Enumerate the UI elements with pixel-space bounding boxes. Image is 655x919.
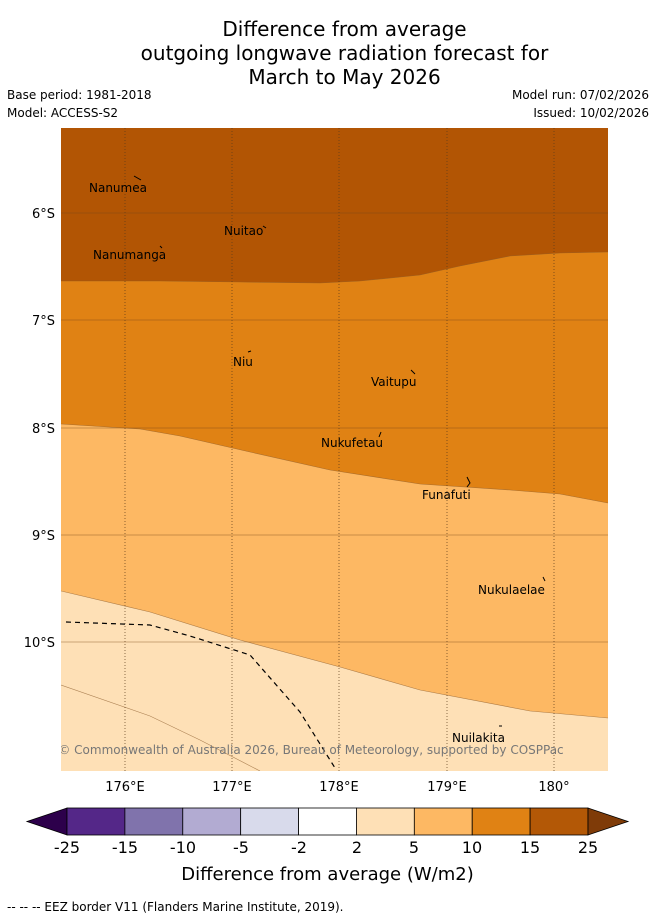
colorbar-extend-low bbox=[25, 807, 68, 836]
label-vaitupu: Vaitupu bbox=[371, 375, 417, 389]
lat-tick-labels: 6°S 7°S 8°S 9°S 10°S bbox=[24, 207, 55, 651]
label-nukulaelae: Nukulaelae bbox=[478, 583, 545, 597]
label-funafuti: Funafuti bbox=[422, 488, 471, 502]
colorbar-title: Difference from average (W/m2) bbox=[181, 864, 474, 885]
colorbar-label-neg5: -5 bbox=[233, 838, 249, 857]
colorbar-swatch bbox=[66, 807, 126, 836]
lat-gridlines bbox=[61, 212, 608, 643]
colorbar-label-neg15: -15 bbox=[111, 838, 139, 857]
colorbar-swatch bbox=[298, 807, 357, 836]
colorbar-swatch bbox=[356, 807, 415, 836]
island-nukulaelae bbox=[542, 576, 546, 582]
island-outlines bbox=[133, 175, 546, 727]
colorbar-extend-high bbox=[587, 807, 630, 836]
copyright-notice: © Commonwealth of Australia 2026, Bureau… bbox=[58, 743, 563, 757]
title-line-3: March to May 2026 bbox=[248, 65, 441, 89]
label-nanumanga: Nanumanga bbox=[93, 248, 166, 262]
contour-lines bbox=[61, 251, 608, 771]
label-nuitao: Nuitao bbox=[224, 224, 263, 238]
place-labels: Nanumea Nuitao Nanumanga Niu Vaitupu Nuk… bbox=[89, 181, 545, 745]
colorbar-swatch bbox=[471, 807, 531, 836]
eez-footnote: -- -- -- EEZ border V11 (Flanders Marine… bbox=[7, 900, 344, 914]
lon-gridlines bbox=[124, 128, 555, 771]
lon-tick-180: 180° bbox=[538, 780, 569, 795]
colorbar bbox=[25, 807, 630, 836]
colorbar-label-neg2: -2 bbox=[291, 838, 307, 857]
title-line-2: outgoing longwave radiation forecast for bbox=[140, 41, 549, 65]
lat-tick-6s: 6°S bbox=[32, 207, 55, 222]
island-niu bbox=[247, 350, 252, 353]
lon-tick-179e: 179°E bbox=[427, 780, 467, 795]
lat-tick-7s: 7°S bbox=[32, 314, 55, 329]
colorbar-swatch bbox=[413, 807, 473, 836]
island-nukufetau bbox=[378, 431, 382, 438]
colorbar-swatch bbox=[124, 807, 184, 836]
colorbar-label-10: 10 bbox=[461, 838, 483, 857]
lat-tick-10s: 10°S bbox=[24, 636, 55, 651]
label-nukufetau: Nukufetau bbox=[321, 436, 383, 450]
colorbar-label-15: 15 bbox=[519, 838, 541, 857]
label-nanumea: Nanumea bbox=[89, 181, 147, 195]
island-nuitao bbox=[262, 225, 267, 229]
title-line-1: Difference from average bbox=[222, 17, 467, 41]
band-15-25 bbox=[61, 128, 608, 283]
eez-border-line bbox=[65, 621, 336, 769]
island-funafuti bbox=[466, 476, 471, 488]
colorbar-label-neg10: -10 bbox=[169, 838, 197, 857]
label-nuilakita: Nuilakita bbox=[452, 731, 505, 745]
label-niu: Niu bbox=[233, 355, 253, 369]
colorbar-swatch bbox=[182, 807, 242, 836]
lon-tick-176e: 176°E bbox=[105, 780, 145, 795]
anomaly-field: Nanumea Nuitao Nanumanga Niu Vaitupu Nuk… bbox=[58, 128, 608, 771]
colorbar-swatch bbox=[240, 807, 299, 836]
colorbar-label-neg25: -25 bbox=[53, 838, 81, 857]
model-name: Model: ACCESS-S2 bbox=[7, 106, 119, 120]
colorbar-label-5: 5 bbox=[408, 838, 420, 857]
lon-tick-178e: 178°E bbox=[319, 780, 359, 795]
lat-tick-8s: 8°S bbox=[32, 422, 55, 437]
issued-date: Issued: 10/02/2026 bbox=[533, 106, 649, 120]
colorbar-label-25: 25 bbox=[577, 838, 599, 857]
model-run: Model run: 07/02/2026 bbox=[511, 88, 649, 102]
colorbar-swatch bbox=[529, 807, 589, 836]
lon-tick-labels: 176°E 177°E 178°E 179°E 180° bbox=[105, 780, 569, 795]
colorbar-label-2: 2 bbox=[351, 838, 363, 857]
lon-tick-177e: 177°E bbox=[212, 780, 252, 795]
lat-tick-9s: 9°S bbox=[32, 529, 55, 544]
island-nanumea bbox=[133, 175, 142, 181]
base-period: Base period: 1981-2018 bbox=[7, 88, 152, 102]
island-nanumanga bbox=[159, 245, 163, 249]
island-vaitupu bbox=[410, 369, 416, 375]
